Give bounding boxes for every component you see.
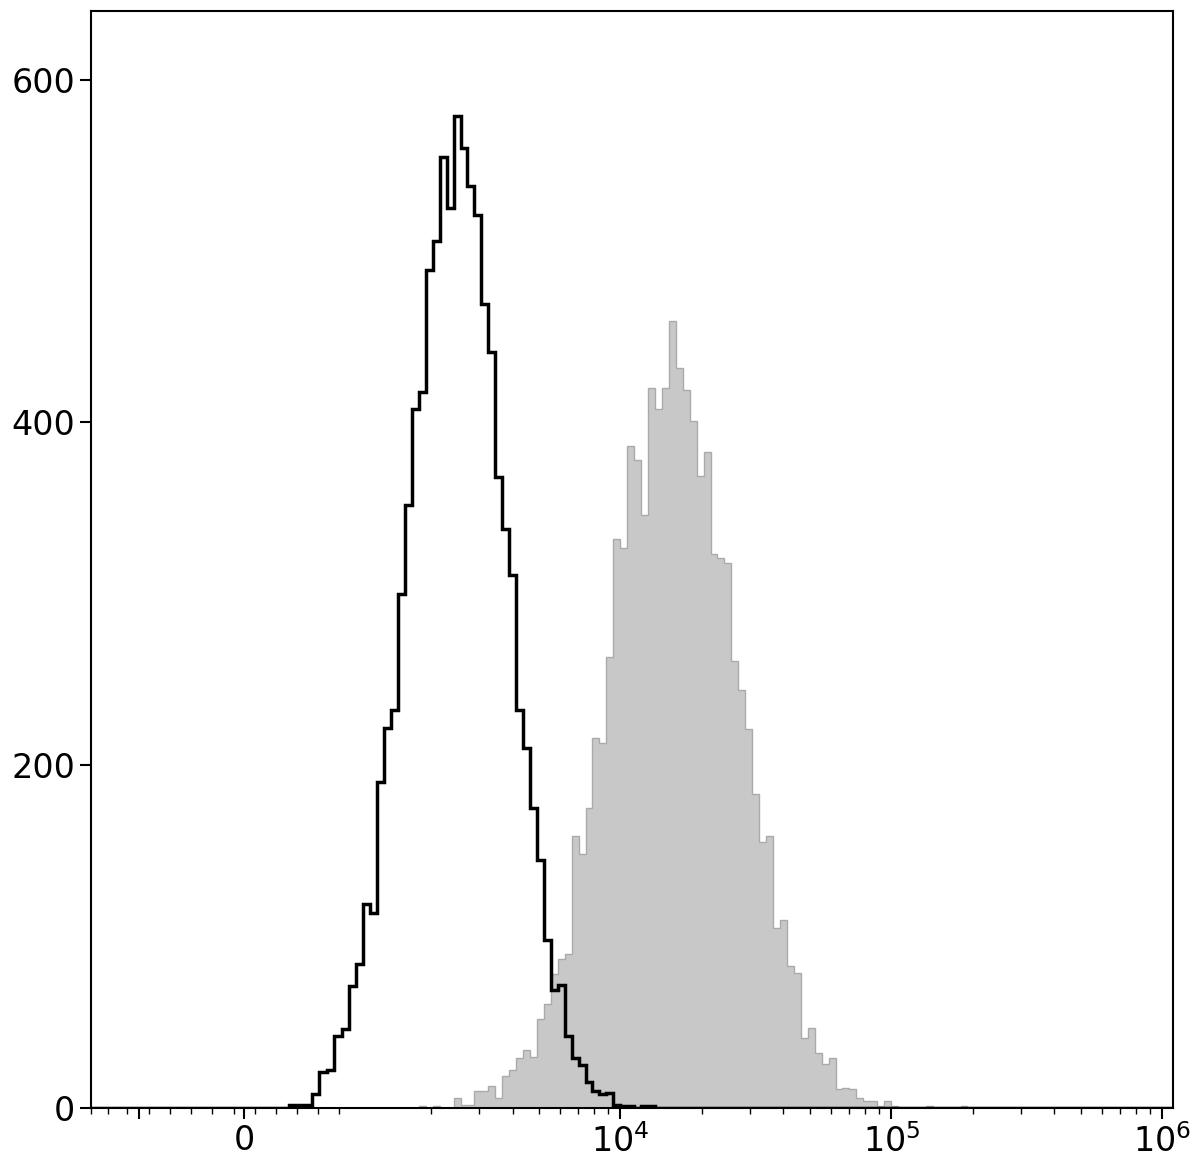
Polygon shape — [57, 322, 1176, 1108]
